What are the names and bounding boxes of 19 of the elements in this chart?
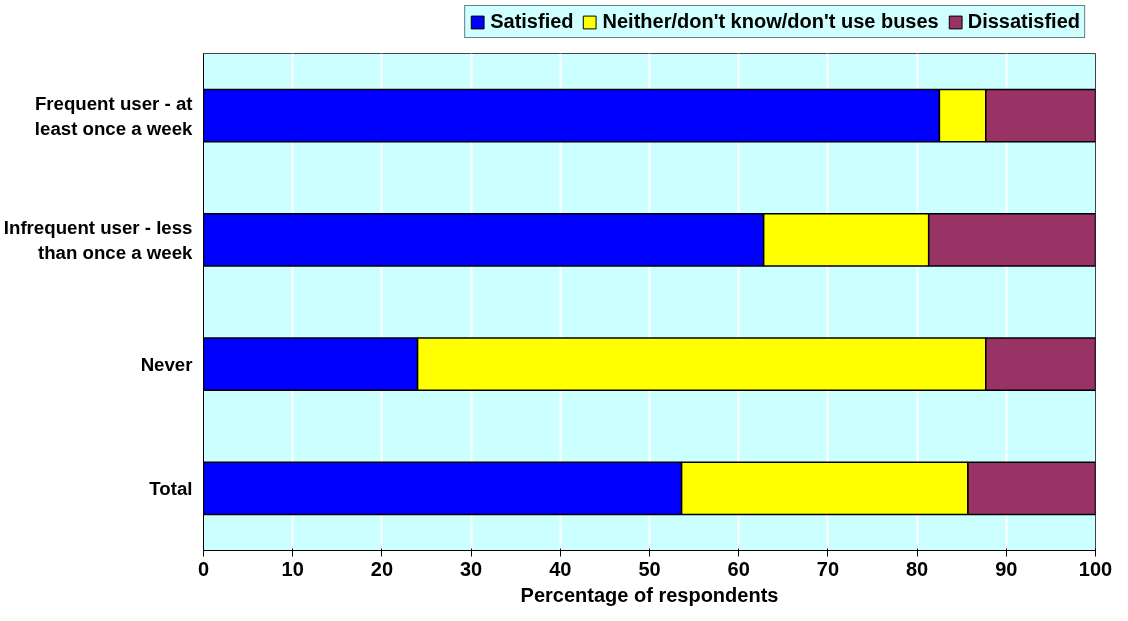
x-tick-label: 30	[459, 557, 483, 580]
x-tick-label: 100	[1078, 557, 1113, 580]
x-tick-label: 90	[995, 557, 1018, 580]
x-axis-title: Percentage of respondents	[520, 583, 779, 606]
y-tick-label: Total	[149, 477, 193, 499]
x-tick-label: 40	[549, 557, 572, 580]
legend-label: Satisfied	[490, 10, 574, 33]
y-tick-label: Frequent user - at least once a week	[34, 92, 194, 139]
x-tick-label: 70	[816, 557, 840, 580]
y-tick-label: Never	[140, 353, 193, 375]
x-tick-label: 10	[281, 557, 304, 580]
y-tick-label: Infrequent user - less than once a week	[3, 216, 194, 263]
legend-label: Neither/don't know/don't use buses	[602, 10, 939, 33]
x-tick-label: 80	[905, 557, 929, 580]
legend-label: Dissatisfied	[967, 10, 1080, 33]
x-tick-label: 50	[638, 557, 661, 580]
x-tick-label: 0	[197, 557, 210, 580]
x-tick-label: 60	[727, 557, 750, 580]
x-tick-label: 20	[370, 557, 394, 580]
